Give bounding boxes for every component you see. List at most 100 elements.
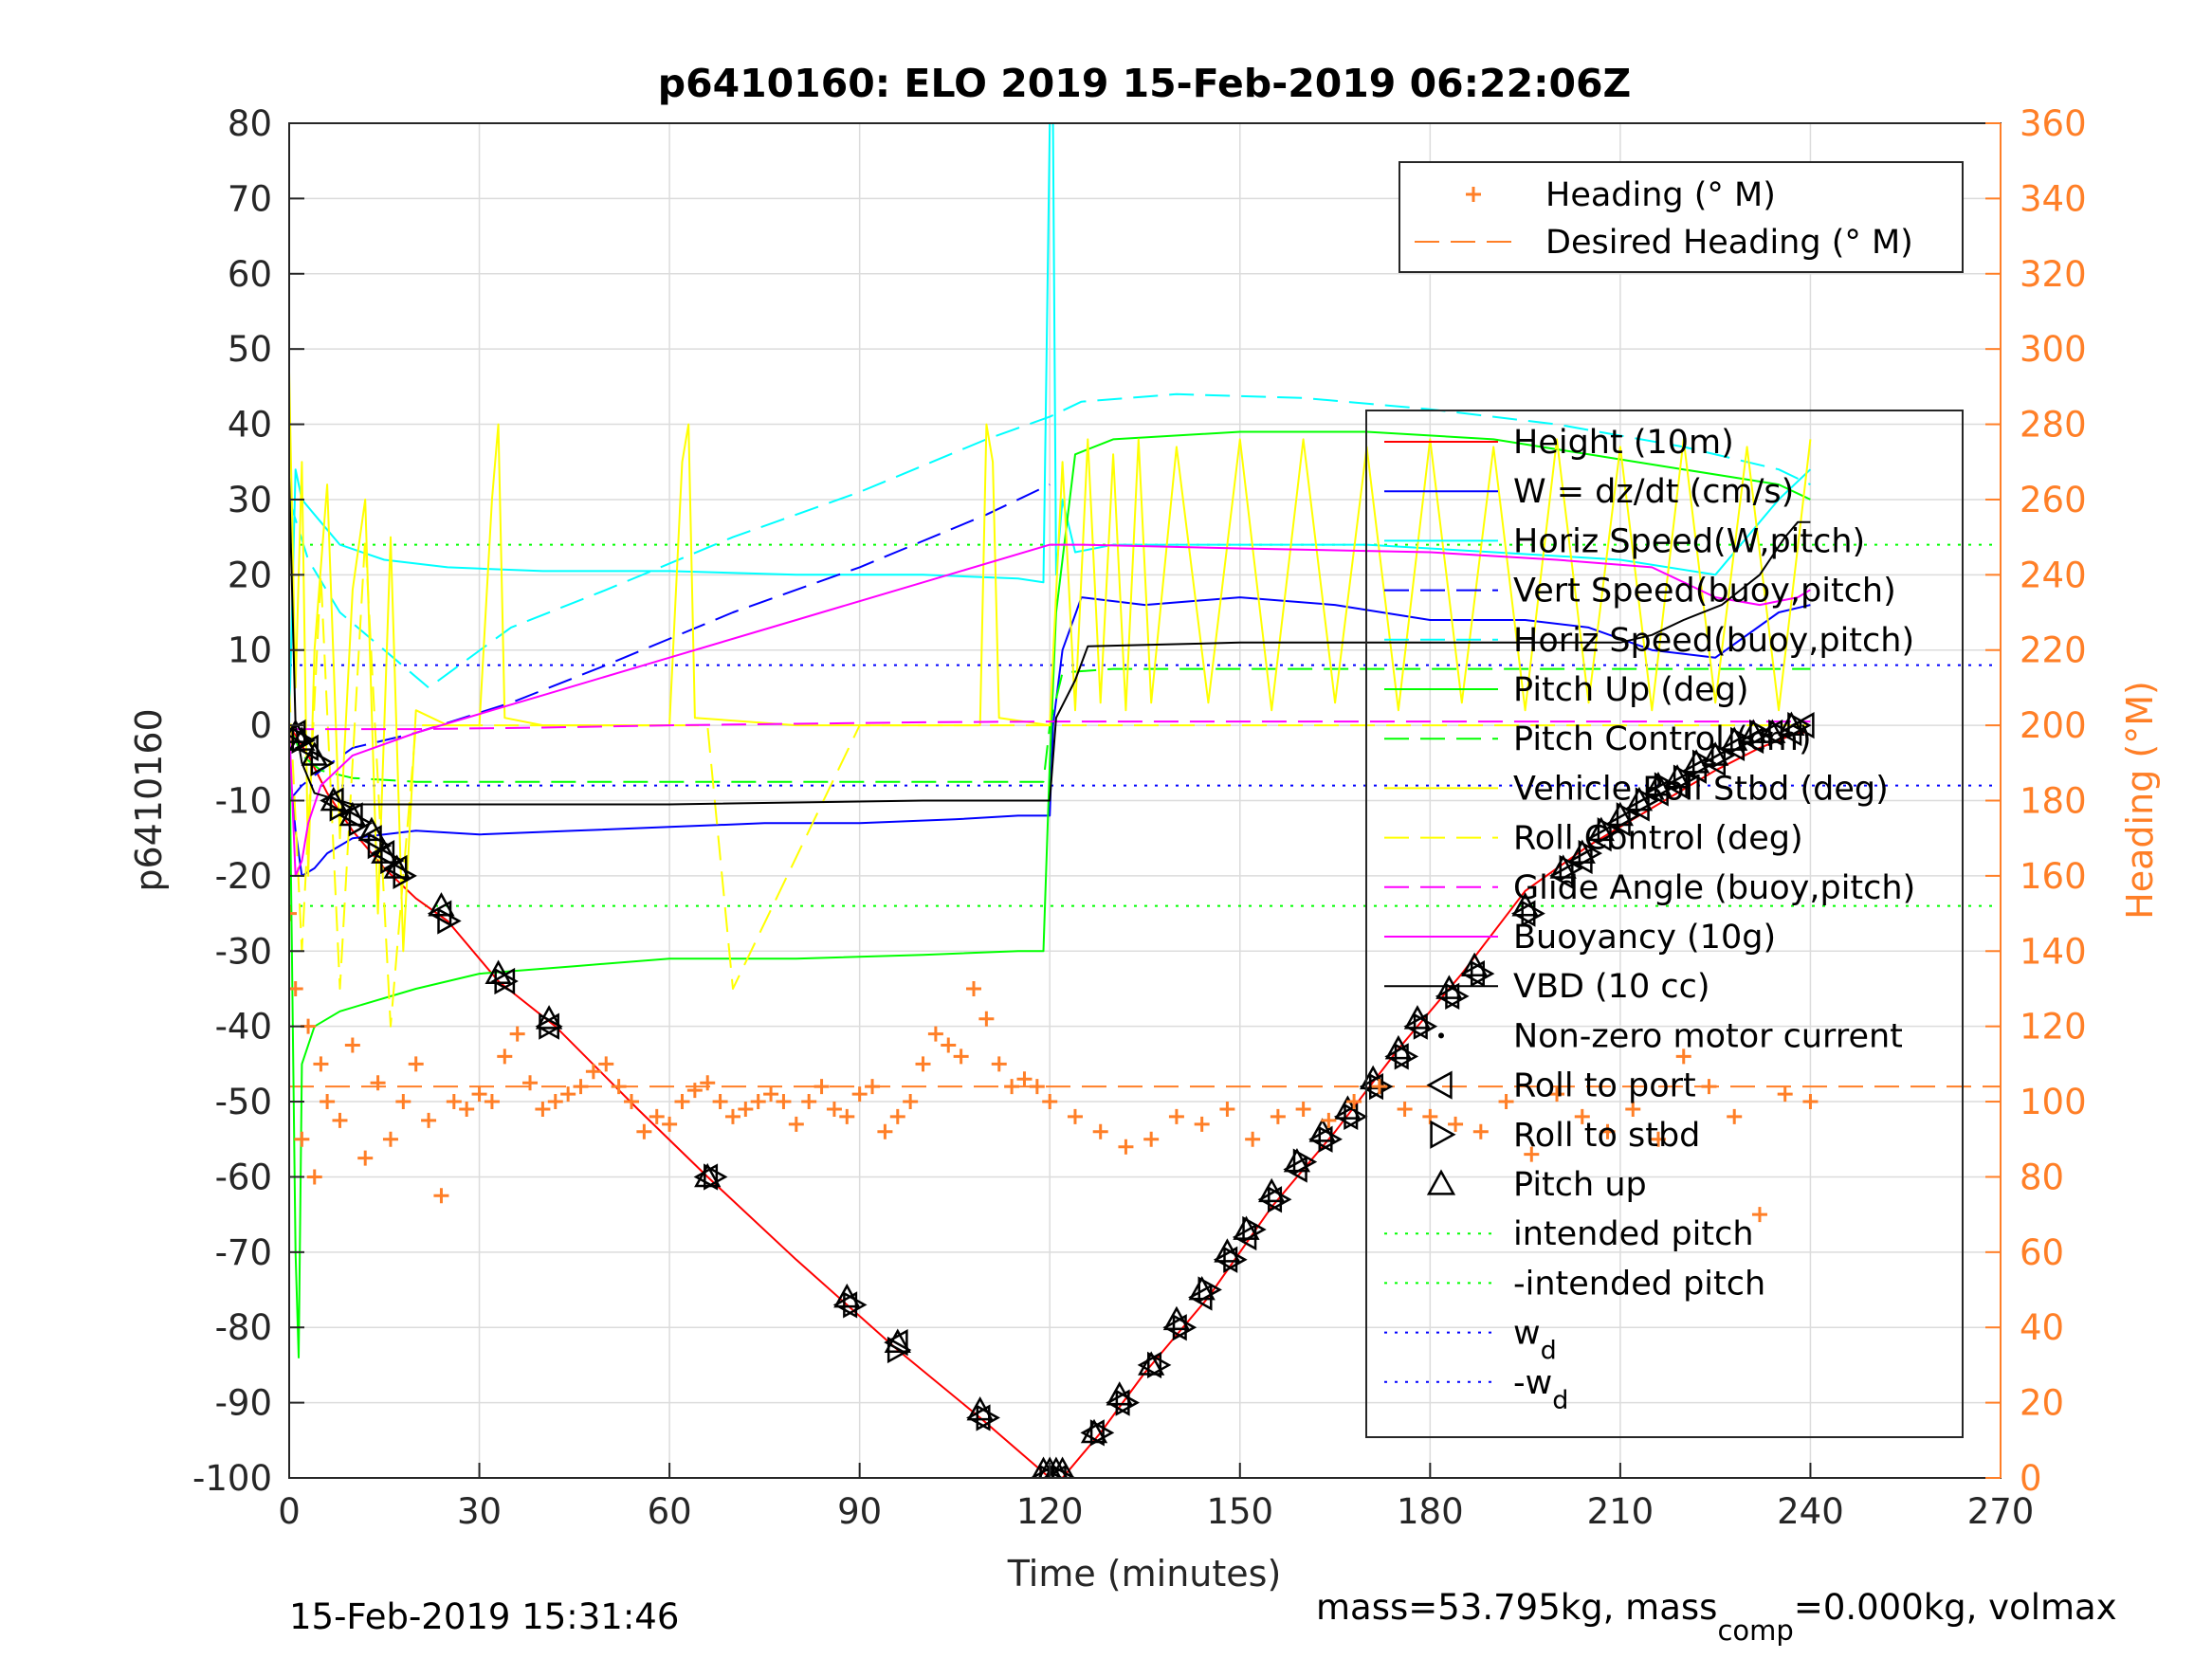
heading-point xyxy=(763,1086,779,1103)
heading-point xyxy=(535,1101,551,1117)
y-tick-label-right: 20 xyxy=(2020,1383,2064,1424)
heading-point xyxy=(991,1056,1007,1072)
heading-point xyxy=(1802,1094,1819,1110)
marker-roll-to-port xyxy=(1137,1351,1162,1379)
heading-point xyxy=(712,1094,728,1110)
marker-roll-to-stbd xyxy=(1654,772,1679,799)
heading-point xyxy=(306,1169,322,1185)
legend-label-main: Vehicle Roll Stbd (deg) xyxy=(1513,770,1889,808)
legend-label-main: Horiz Speed(W,pitch) xyxy=(1513,522,1865,560)
y-tick-label-left: 30 xyxy=(228,480,272,520)
heading-point xyxy=(289,905,297,921)
heading-point xyxy=(459,1101,475,1117)
marker-roll-to-port xyxy=(1606,810,1631,837)
series-vehicle-roll-stbd-deg xyxy=(289,371,1812,953)
footer-mass-tail: =0.000kg, volmax xyxy=(1794,1587,2117,1628)
y-tick-label-left: -20 xyxy=(215,856,272,897)
marker-pitch-up xyxy=(1403,1005,1432,1030)
marker-roll-to-port xyxy=(1384,1043,1409,1070)
marker-roll-to-port xyxy=(427,900,452,927)
legend-swatch xyxy=(1438,1032,1444,1039)
y-tick-label-right: 180 xyxy=(2020,781,2087,822)
y-tick-label-left: 40 xyxy=(228,405,272,446)
legend-label-main: Height (10m) xyxy=(1513,424,1734,462)
marker-roll-to-stbd xyxy=(1749,719,1774,747)
marker-roll-to-port xyxy=(1568,847,1593,875)
marker-roll-to-port xyxy=(338,802,363,830)
marker-pitch-up xyxy=(1606,801,1635,827)
heading-point xyxy=(421,1112,437,1128)
heading-point xyxy=(636,1123,652,1139)
legend-label: W = dz/dt (cm/s) xyxy=(1513,473,1794,511)
legend-label-main: Horiz Speed(buoy,pitch) xyxy=(1513,622,1914,660)
marker-layer xyxy=(289,711,1819,1478)
legend-label: Vert Speed(buoy,pitch) xyxy=(1513,573,1896,611)
y-tick-label-right: 120 xyxy=(2020,1007,2087,1048)
marker-pitch-up xyxy=(428,892,455,917)
marker-pitch-up xyxy=(484,959,512,984)
legend-label: Glide Angle (buoy,pitch) xyxy=(1513,869,1915,907)
heading-point xyxy=(1295,1101,1311,1117)
series-horiz-speed-w-pitch xyxy=(289,123,1812,726)
axes: 0 30 60 90 120 150 180 210 240 270-100-90-80-70-6… xyxy=(192,103,2087,1532)
legend-label-sub: d xyxy=(1541,1337,1557,1366)
heading-point xyxy=(446,1094,462,1110)
legend-heading-label: Desired Heading (° M) xyxy=(1545,224,1913,262)
legend-main: Height (10m) W = dz/dt (cm/s) Horiz Speed(… xyxy=(1365,410,1964,1438)
legend-swatch xyxy=(1426,1070,1453,1100)
heading-point xyxy=(700,1075,716,1091)
heading-point xyxy=(370,1075,386,1091)
series-buoyancy-10g xyxy=(289,543,1811,877)
heading-point xyxy=(1777,1086,1793,1103)
y-tick-label-left: 80 xyxy=(228,103,272,144)
y-tick-label-right: 200 xyxy=(2020,705,2087,746)
heading-point xyxy=(509,1026,525,1042)
marker-roll-to-stbd xyxy=(1730,726,1755,755)
marker-pitch-up xyxy=(320,786,347,811)
heading-point xyxy=(598,1056,614,1072)
marker-pitch-up xyxy=(289,726,316,751)
legend-main-box xyxy=(1365,410,1964,1438)
marker-pitch-up xyxy=(301,741,328,766)
heading-point xyxy=(294,1131,310,1147)
legend-label-main: Roll to stbd xyxy=(1513,1117,1700,1155)
y-tick-label-left: 60 xyxy=(228,254,272,295)
legend-label-main: w xyxy=(1513,1315,1541,1353)
marker-roll-to-port xyxy=(1106,1389,1130,1416)
y-tick-label-right: 40 xyxy=(2020,1307,2064,1348)
x-tick-label: 0 xyxy=(278,1491,301,1532)
heading-point xyxy=(1067,1108,1083,1124)
marker-pitch-up xyxy=(1162,1305,1191,1331)
heading-point xyxy=(560,1086,576,1103)
heading-point xyxy=(1118,1139,1134,1155)
y-tick-label-left: -30 xyxy=(215,931,272,972)
marker-roll-to-port xyxy=(1308,1125,1333,1153)
marker-pitch-up xyxy=(1233,1215,1260,1240)
marker-roll-to-port xyxy=(320,787,344,814)
y-tick-label-left: 10 xyxy=(228,630,272,671)
marker-roll-to-stbd xyxy=(1197,1276,1222,1304)
marker-pitch-up xyxy=(1721,726,1748,751)
heading-point xyxy=(915,1056,931,1072)
y-tick-label-right: 360 xyxy=(2020,103,2087,144)
marker-roll-to-stbd xyxy=(887,1336,912,1364)
legend-label: Pitch Control (cm) xyxy=(1513,720,1812,758)
heading-point xyxy=(1574,1108,1590,1124)
heading-point xyxy=(1651,1131,1666,1147)
marker-roll-to-stbd xyxy=(1147,1351,1172,1379)
y-tick-label-left: -60 xyxy=(215,1157,272,1197)
x-tick-label: 240 xyxy=(1777,1491,1844,1532)
marker-roll-to-port xyxy=(1511,900,1536,927)
marker-pitch-up xyxy=(1568,839,1596,864)
chart-title: p6410160: ELO 2019 15-Feb-2019 06:22:06Z xyxy=(658,61,1632,106)
y-tick-label-right: 0 xyxy=(2020,1458,2042,1499)
legend-label: intended pitch xyxy=(1513,1215,1754,1253)
legend-label: Vehicle Roll Stbd (deg) xyxy=(1513,770,1889,808)
heading-point xyxy=(289,980,303,996)
series-horiz-speed-buoy-pitch xyxy=(289,392,1811,689)
marker-roll-to-stbd xyxy=(1787,711,1812,739)
legend-label: -wd xyxy=(1513,1364,1568,1415)
x-tick-label: 210 xyxy=(1587,1491,1654,1532)
heading-point xyxy=(1092,1123,1108,1139)
y-tick-label-left: -80 xyxy=(215,1307,272,1348)
